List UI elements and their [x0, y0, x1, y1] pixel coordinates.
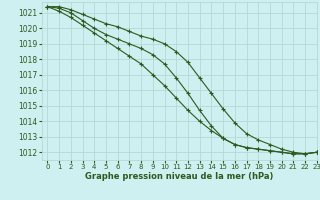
- X-axis label: Graphe pression niveau de la mer (hPa): Graphe pression niveau de la mer (hPa): [85, 172, 273, 181]
